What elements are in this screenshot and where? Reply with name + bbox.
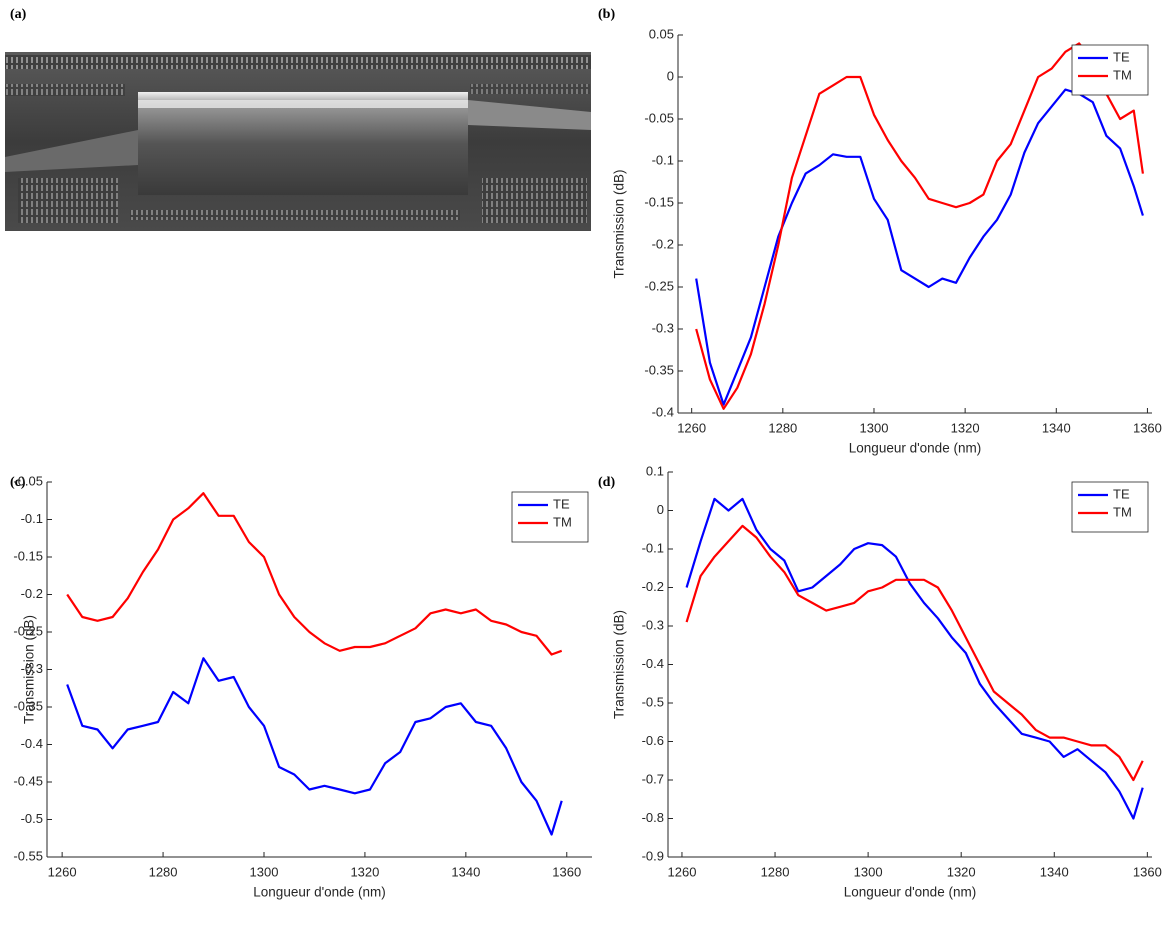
sem-image [5, 52, 591, 231]
legend-label: TM [1113, 504, 1132, 519]
y-tick-label: -0.9 [642, 848, 664, 863]
y-tick-label: -0.35 [644, 362, 674, 377]
panel-label: (a) [10, 7, 27, 22]
data-line [66, 492, 563, 656]
data-line [695, 88, 1144, 406]
x-tick-label: 1280 [761, 864, 790, 879]
panel-label: (b) [598, 7, 615, 22]
y-tick-label: -0.25 [13, 623, 43, 638]
y-tick-label: 0.05 [649, 26, 674, 41]
y-tick-label: -0.2 [642, 579, 664, 594]
y-tick-label: -0.1 [642, 540, 664, 555]
legend-label: TE [1113, 486, 1130, 501]
y-tick-label: -0.05 [13, 473, 43, 488]
x-tick-label: 1260 [668, 864, 697, 879]
y-tick-label: -0.3 [642, 617, 664, 632]
legend-label: TM [553, 514, 572, 529]
y-tick-label: -0.4 [21, 736, 43, 751]
y-tick-label: -0.2 [21, 586, 43, 601]
y-tick-label: 0.1 [646, 463, 664, 478]
y-tick-label: -0.15 [644, 194, 674, 209]
y-tick-label: -0.55 [13, 848, 43, 863]
y-tick-label: -0.15 [13, 548, 43, 563]
x-tick-label: 1360 [1133, 864, 1162, 879]
y-tick-label: 0 [657, 502, 664, 517]
data-line [685, 497, 1144, 820]
x-tick-label: 1320 [350, 864, 379, 879]
x-tick-label: 1360 [1133, 420, 1162, 435]
y-tick-label: -0.2 [652, 236, 674, 251]
legend-box [1071, 44, 1149, 96]
y-tick-label: -0.6 [642, 733, 664, 748]
y-tick-label: -0.4 [652, 404, 674, 419]
x-tick-label: 1360 [552, 864, 581, 879]
data-line [66, 657, 563, 836]
x-tick-label: 1280 [149, 864, 178, 879]
x-tick-label: 1320 [951, 420, 980, 435]
x-tick-label: 1300 [860, 420, 889, 435]
y-axis-title: Transmission (dB) [22, 615, 37, 724]
y-tick-label: -0.3 [21, 661, 43, 676]
y-tick-label: -0.5 [642, 694, 664, 709]
legend-box [1071, 481, 1149, 533]
y-axis-title: Transmission (dB) [612, 169, 627, 278]
panel-label: (d) [598, 475, 615, 490]
y-tick-label: -0.5 [21, 811, 43, 826]
y-tick-label: -0.3 [652, 320, 674, 335]
x-axis-title: Longueur d'onde (nm) [844, 885, 976, 900]
y-tick-label: -0.8 [642, 810, 664, 825]
y-tick-label: -0.35 [13, 698, 43, 713]
x-tick-label: 1340 [451, 864, 480, 879]
data-line [685, 524, 1144, 782]
y-tick-label: -0.25 [644, 278, 674, 293]
y-axis-title: Transmission (dB) [612, 610, 627, 719]
x-axis-title: Longueur d'onde (nm) [253, 885, 385, 900]
panel-label: (c) [10, 475, 26, 490]
x-tick-label: 1260 [48, 864, 77, 879]
legend-label: TE [553, 496, 570, 511]
x-tick-label: 1340 [1042, 420, 1071, 435]
x-tick-label: 1320 [947, 864, 976, 879]
legend: TE TM [511, 491, 589, 543]
x-tick-label: 1340 [1040, 864, 1069, 879]
legend: TE TM [1071, 44, 1149, 96]
x-tick-label: 1280 [768, 420, 797, 435]
legend-box [511, 491, 589, 543]
legend-label: TM [1113, 67, 1132, 82]
x-tick-label: 1260 [677, 420, 706, 435]
data-line [695, 42, 1144, 410]
x-axis-title: Longueur d'onde (nm) [849, 441, 981, 456]
y-tick-label: -0.7 [642, 771, 664, 786]
legend: TE TM [1071, 481, 1149, 533]
y-tick-label: -0.1 [652, 152, 674, 167]
y-tick-label: 0 [667, 68, 674, 83]
y-tick-label: -0.45 [13, 773, 43, 788]
x-tick-label: 1300 [854, 864, 883, 879]
x-tick-label: 1300 [250, 864, 279, 879]
y-tick-label: -0.4 [642, 656, 664, 671]
y-tick-label: -0.1 [21, 511, 43, 526]
legend-label: TE [1113, 49, 1130, 64]
y-tick-label: -0.05 [644, 110, 674, 125]
